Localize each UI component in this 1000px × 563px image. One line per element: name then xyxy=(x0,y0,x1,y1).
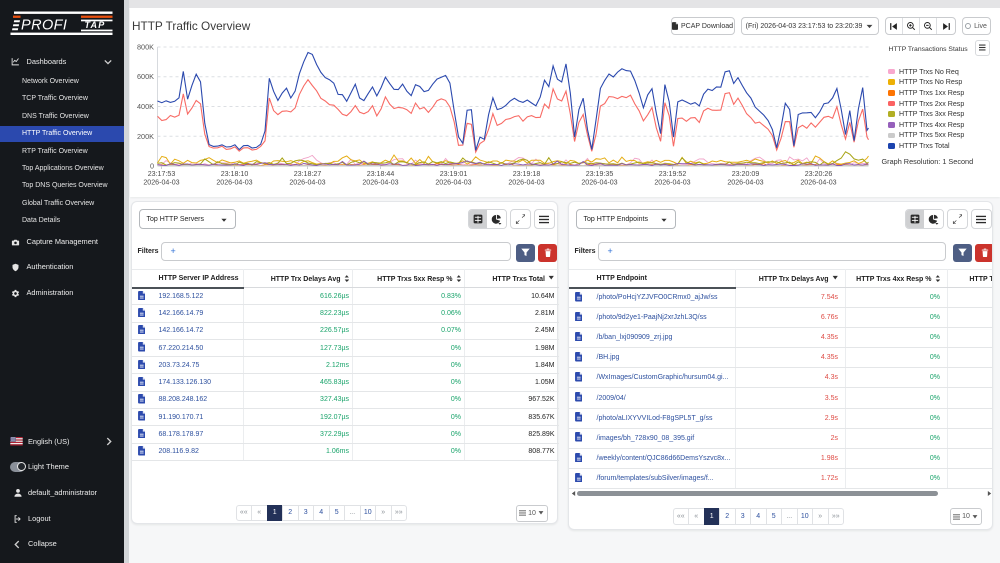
svg-text:2026-04-03: 2026-04-03 xyxy=(143,179,179,187)
svg-text:23:18:27: 23:18:27 xyxy=(293,170,321,178)
svg-text:2026-04-03: 2026-04-03 xyxy=(654,179,690,187)
svg-text:23:20:09: 23:20:09 xyxy=(731,170,759,178)
svg-text:0: 0 xyxy=(149,162,153,171)
svg-text:2026-04-03: 2026-04-03 xyxy=(581,179,617,187)
svg-text:PROFI: PROFI xyxy=(21,18,67,34)
svg-text:2026-04-03: 2026-04-03 xyxy=(727,179,763,187)
svg-text:23:20:26: 23:20:26 xyxy=(804,170,832,178)
svg-text:23:18:44: 23:18:44 xyxy=(366,170,394,178)
svg-text:23:19:18: 23:19:18 xyxy=(512,170,540,178)
svg-text:23:17:53: 23:17:53 xyxy=(147,170,175,178)
svg-text:2026-04-03: 2026-04-03 xyxy=(435,179,471,187)
svg-text:200K: 200K xyxy=(136,132,153,141)
svg-text:2026-04-03: 2026-04-03 xyxy=(289,179,325,187)
svg-text:2026-04-03: 2026-04-03 xyxy=(216,179,252,187)
svg-text:23:19:52: 23:19:52 xyxy=(658,170,686,178)
svg-text:400K: 400K xyxy=(136,102,153,111)
svg-text:23:18:10: 23:18:10 xyxy=(220,170,248,178)
svg-text:23:19:01: 23:19:01 xyxy=(439,170,467,178)
svg-text:2026-04-03: 2026-04-03 xyxy=(508,179,544,187)
svg-text:600K: 600K xyxy=(136,72,153,81)
svg-text:2026-04-03: 2026-04-03 xyxy=(800,179,836,187)
svg-text:800K: 800K xyxy=(136,43,153,52)
svg-text:TAP: TAP xyxy=(85,20,106,30)
svg-text:2026-04-03: 2026-04-03 xyxy=(362,179,398,187)
svg-text:23:19:35: 23:19:35 xyxy=(585,170,613,178)
